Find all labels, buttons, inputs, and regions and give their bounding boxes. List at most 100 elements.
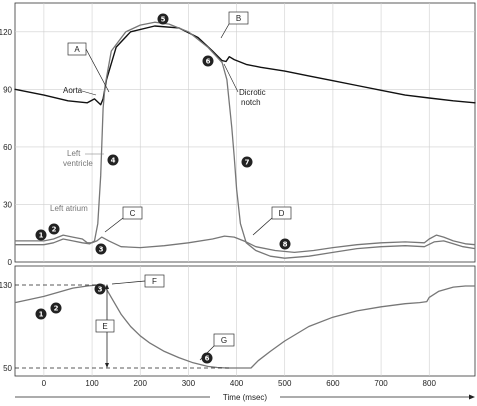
badge-bottom-3-circle [94,283,106,295]
annotation-e-label: E [102,322,107,331]
x-tick-label-400: 400 [230,379,244,388]
x-axis-title: Time (msec) [223,393,267,402]
badge-top-3-circle [95,243,107,255]
annotation-b: B [220,11,249,39]
dicrotic-notch-label-line1: Dicrotic [239,88,266,97]
badge-top-5-number: 5 [161,16,166,24]
badge-bottom-6: 6 [201,352,213,364]
badge-bottom-1-number: 1 [39,311,44,319]
annotation-c-leader [104,217,124,233]
badge-top-4-number: 4 [111,157,116,165]
badge-top-1: 1 [35,229,47,241]
x-tick-label-0: 0 [42,379,47,388]
pressure-gridlines [15,3,475,262]
badge-bottom-2: 2 [50,302,62,314]
badge-top-8-number: 8 [283,241,288,249]
x-tick-label-100: 100 [85,379,99,388]
badge-top-2-number: 2 [52,226,57,234]
badge-top-7: 7 [241,156,253,168]
badge-top-6: 6 [202,55,214,67]
annotation-g: G [199,333,235,361]
annotation-d-label: D [279,209,285,218]
left-ventricle-label-line2: ventricle [63,159,93,168]
badge-bottom-1-circle [35,308,47,320]
x-axis-title-group: Time (msec) [15,393,475,402]
badge-top-2: 2 [48,223,60,235]
annotation-d: D [252,206,292,236]
badge-top-8-circle [279,238,291,250]
pressure-y-ticks: 0 30 60 90 120 [0,28,13,267]
pressure-panel: 0 30 60 90 120 [0,2,476,267]
stroke-volume-arrowhead-top [105,284,109,289]
annotation-b-leader [220,23,230,39]
annotation-f-leader [111,280,146,285]
badge-top-5: 5 [157,13,169,25]
annotation-d-box [271,206,292,220]
volume-y-ticks: 50 130 [0,281,13,373]
annotation-d-leader [252,217,273,236]
badge-top-4: 4 [107,154,119,166]
annotation-f-label: F [152,277,157,286]
x-tick-label-500: 500 [278,379,292,388]
left-atrium-series-line [14,234,476,254]
aorta-series-line [14,25,476,106]
badge-top-1-circle [35,229,47,241]
badge-top-7-circle [241,156,253,168]
x-tick-label-800: 800 [423,379,437,388]
badge-top-3-number: 3 [99,246,104,254]
volume-guides [15,284,230,369]
y-tick-label-130-panel2: 130 [0,281,13,290]
left-ventricle-label-line1: Left [67,149,81,158]
annotation-c-label: C [130,209,136,218]
badge-bottom-2-number: 2 [54,305,59,313]
x-tick-label-200: 200 [134,379,148,388]
annotation-c-box [122,206,143,220]
annotation-a-leader [85,48,110,93]
badge-top-4-circle [107,154,119,166]
y-tick-label-60-panel1: 60 [3,143,12,152]
x-tick-label-300: 300 [182,379,196,388]
badge-bottom-2-circle [50,302,62,314]
badge-bottom-3-number: 3 [98,286,103,294]
annotation-a-label: A [74,45,80,54]
badge-top-1-number: 1 [39,232,44,240]
aorta-label-leader [81,90,97,96]
annotation-e: E [95,319,115,333]
badge-bottom-6-number: 6 [205,355,210,363]
annotation-b-box [228,11,249,25]
annotation-e-box [95,319,115,333]
y-tick-label-30-panel1: 30 [3,200,12,209]
badge-top-8: 8 [279,238,291,250]
pressure-panel-frame [14,2,476,263]
dicrotic-notch-leader [223,63,239,93]
x-tick-label-600: 600 [326,379,340,388]
annotation-f: F [111,274,165,288]
aorta-label: Aorta [63,86,83,95]
y-tick-label-120-panel1: 120 [0,28,13,37]
annotation-b-label: B [236,14,241,23]
badge-bottom-6-circle [201,352,213,364]
y-tick-label-0-panel1: 0 [8,258,13,267]
annotation-f-box [144,274,165,288]
annotation-g-box [213,333,235,347]
annotation-a: A [67,42,110,93]
badge-bottom-1: 1 [35,308,47,320]
badge-top-2-circle [48,223,60,235]
badge-top-6-number: 6 [206,58,211,66]
left-atrium-label: Left atrium [50,204,88,213]
badge-top-7-number: 7 [245,159,250,167]
x-tick-label-700: 700 [374,379,388,388]
badge-bottom-3: 3 [94,283,106,295]
y-tick-label-90-panel1: 90 [3,85,12,94]
annotation-a-box [67,42,87,56]
x-axis-arrowhead [469,394,475,400]
stroke-volume-arrowhead-bottom [105,363,109,368]
y-tick-label-50-panel2: 50 [3,364,12,373]
dicrotic-notch-label-line2: notch [241,98,261,107]
badge-top-6-circle [202,55,214,67]
annotation-c: C [104,206,143,233]
badge-top-3: 3 [95,243,107,255]
x-axis-ticks: 0 100 200 300 400 500 600 700 800 [42,379,437,388]
volume-panel: 50 130 [0,265,476,377]
